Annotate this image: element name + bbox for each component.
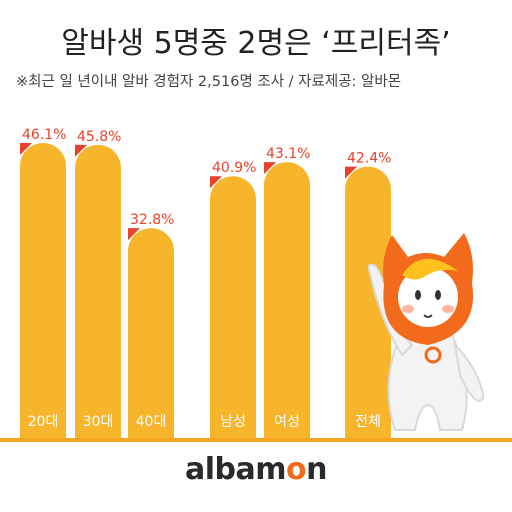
category-label-2: 40대 (136, 414, 167, 430)
bar-1 (75, 144, 121, 438)
svg-text:+: + (368, 301, 378, 315)
value-label-3: 40.9% (212, 160, 256, 176)
bar-accent-5 (345, 166, 357, 179)
bar-accent-4 (264, 162, 276, 175)
page-title: 알바생 5명중 2명은 ‘프리터족’ (61, 26, 451, 61)
value-label-1: 45.8% (77, 129, 121, 145)
footer-divider (0, 438, 512, 442)
bar-chart: 46.1% 20대 45.8% 30대 32.8% 40대 40.9% 남성 43.1% 여성 42… (20, 127, 391, 439)
logo-text-pre: albam (185, 452, 287, 487)
bar-accent-1 (75, 144, 87, 157)
bar-4 (264, 162, 310, 438)
category-label-3: 남성 (220, 414, 246, 430)
logo-text-post: n (306, 452, 327, 487)
logo-text-accent: o (286, 452, 307, 487)
svg-text:✳: ✳ (345, 269, 355, 283)
value-label-0: 46.1% (22, 127, 66, 143)
category-label-0: 20대 (28, 414, 59, 430)
value-label-4: 43.1% (266, 146, 310, 162)
source-note: ※최근 일 년이내 알바 경험자 2,516명 조사 / 자료제공: 알바몬 (16, 74, 402, 90)
albamon-mascot-icon: ✳ + (345, 233, 485, 431)
bar-2 (128, 228, 174, 438)
bar-5 (345, 166, 391, 438)
category-label-5: 전체 (355, 414, 381, 430)
value-label-2: 32.8% (130, 212, 174, 228)
bar-accent-2 (128, 228, 140, 241)
category-label-4: 여성 (274, 414, 300, 430)
bar-0 (20, 142, 66, 438)
bar-3 (210, 176, 256, 439)
albamon-logo: albamon (0, 452, 512, 487)
category-label-1: 30대 (83, 414, 114, 430)
value-label-5: 42.4% (347, 151, 391, 167)
bar-accent-3 (210, 176, 222, 189)
bar-accent-0 (20, 142, 32, 155)
